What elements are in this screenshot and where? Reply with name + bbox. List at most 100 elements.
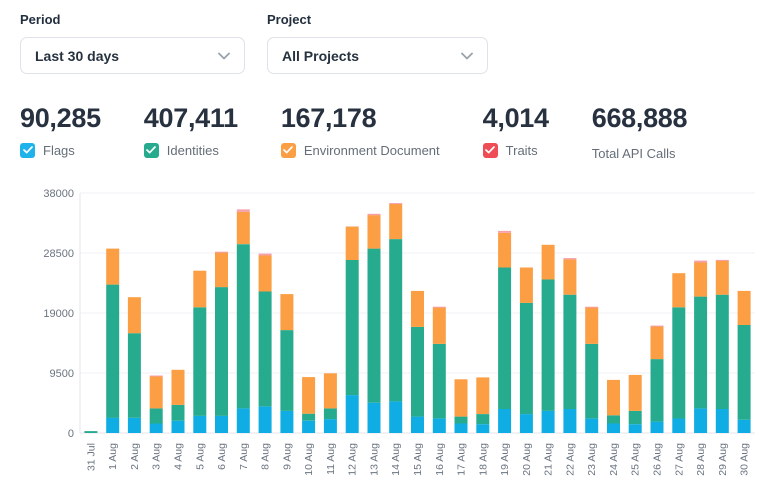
bar-segment-flags[interactable]: [171, 420, 185, 433]
bar-segment-environment-document[interactable]: [454, 379, 468, 417]
bar-segment-flags[interactable]: [106, 417, 120, 433]
flags-checkbox[interactable]: [20, 142, 35, 158]
bar-segment-flags[interactable]: [280, 410, 294, 433]
bar-segment-flags[interactable]: [694, 408, 708, 433]
bar-segment-traits[interactable]: [585, 306, 599, 308]
bar-segment-environment-document[interactable]: [149, 376, 163, 409]
bar-segment-flags[interactable]: [607, 423, 620, 434]
bar-segment-identities[interactable]: [519, 302, 533, 415]
bar-segment-identities[interactable]: [215, 287, 228, 416]
bar-segment-identities[interactable]: [650, 359, 664, 422]
bar-segment-environment-document[interactable]: [127, 297, 141, 334]
bar-segment-identities[interactable]: [345, 259, 359, 396]
bar-segment-traits[interactable]: [236, 209, 250, 212]
bar-segment-environment-document[interactable]: [345, 226, 359, 261]
bar-segment-identities[interactable]: [498, 267, 512, 410]
bar-segment-environment-document[interactable]: [171, 369, 185, 405]
bar-segment-environment-document[interactable]: [215, 252, 228, 288]
bar-segment-identities[interactable]: [389, 239, 403, 402]
bar-segment-environment-document[interactable]: [498, 232, 512, 268]
bar-segment-flags[interactable]: [454, 423, 468, 434]
bar-segment-environment-document[interactable]: [258, 255, 272, 292]
bar-segment-flags[interactable]: [737, 419, 751, 433]
bar-segment-identities[interactable]: [476, 414, 490, 425]
bar-segment-identities[interactable]: [432, 343, 446, 419]
bar-segment-environment-document[interactable]: [432, 307, 446, 344]
bar-segment-traits[interactable]: [367, 213, 381, 216]
bar-segment-flags[interactable]: [236, 408, 250, 433]
project-dropdown[interactable]: All Projects: [267, 37, 488, 74]
bar-segment-flags[interactable]: [258, 406, 272, 434]
bar-segment-flags[interactable]: [563, 409, 577, 433]
bar-segment-identities[interactable]: [694, 296, 708, 409]
bar-segment-flags[interactable]: [367, 402, 381, 433]
bar-segment-traits[interactable]: [432, 306, 446, 308]
bar-segment-flags[interactable]: [432, 418, 446, 434]
bar-segment-identities[interactable]: [737, 325, 751, 420]
bar-segment-flags[interactable]: [628, 424, 642, 433]
bar-segment-flags[interactable]: [149, 423, 163, 434]
bar-segment-identities[interactable]: [715, 294, 729, 409]
bar-segment-flags[interactable]: [411, 416, 424, 433]
bar-segment-flags[interactable]: [650, 421, 664, 433]
bar-segment-flags[interactable]: [345, 395, 359, 433]
bar-segment-identities[interactable]: [84, 431, 98, 433]
bar-segment-environment-document[interactable]: [628, 374, 642, 411]
bar-segment-flags[interactable]: [476, 424, 490, 433]
bar-segment-environment-document[interactable]: [476, 377, 490, 414]
bar-segment-identities[interactable]: [541, 279, 555, 411]
bar-segment-traits[interactable]: [650, 325, 664, 327]
bar-segment-traits[interactable]: [694, 260, 708, 263]
bar-segment-identities[interactable]: [302, 413, 316, 421]
bar-segment-traits[interactable]: [563, 258, 577, 260]
bar-segment-environment-document[interactable]: [672, 273, 686, 308]
bar-segment-environment-document[interactable]: [302, 377, 316, 414]
bar-segment-identities[interactable]: [411, 326, 424, 417]
bar-segment-identities[interactable]: [454, 416, 468, 424]
identities-checkbox[interactable]: [143, 142, 159, 158]
bar-segment-identities[interactable]: [323, 408, 337, 420]
bar-segment-identities[interactable]: [607, 415, 620, 424]
bar-segment-environment-document[interactable]: [367, 215, 381, 249]
bar-segment-flags[interactable]: [193, 415, 207, 433]
environment-document-checkbox[interactable]: [280, 142, 296, 158]
bar-segment-environment-document[interactable]: [193, 270, 207, 308]
bar-segment-identities[interactable]: [127, 333, 141, 418]
bar-segment-identities[interactable]: [280, 330, 294, 411]
bar-segment-environment-document[interactable]: [737, 290, 751, 325]
bar-segment-identities[interactable]: [628, 410, 642, 425]
bar-segment-environment-document[interactable]: [323, 373, 337, 409]
bar-segment-flags[interactable]: [302, 420, 316, 433]
bar-segment-identities[interactable]: [171, 404, 185, 421]
bar-segment-flags[interactable]: [498, 409, 512, 433]
bar-segment-environment-document[interactable]: [106, 248, 120, 285]
bar-segment-environment-document[interactable]: [280, 294, 294, 331]
bar-segment-flags[interactable]: [323, 419, 337, 433]
bar-segment-environment-document[interactable]: [585, 307, 599, 344]
bar-segment-environment-document[interactable]: [563, 259, 577, 295]
traits-checkbox[interactable]: [482, 142, 498, 158]
bar-segment-identities[interactable]: [193, 307, 207, 416]
bar-segment-environment-document[interactable]: [607, 379, 620, 416]
bar-segment-identities[interactable]: [258, 291, 272, 407]
bar-segment-identities[interactable]: [149, 408, 163, 424]
bar-segment-identities[interactable]: [672, 307, 686, 419]
bar-segment-traits[interactable]: [389, 203, 403, 205]
bar-segment-flags[interactable]: [519, 414, 533, 433]
bar-segment-environment-document[interactable]: [236, 211, 250, 245]
bar-segment-flags[interactable]: [127, 417, 141, 433]
period-dropdown[interactable]: Last 30 days: [20, 37, 245, 74]
bar-segment-environment-document[interactable]: [519, 267, 533, 303]
bar-segment-environment-document[interactable]: [650, 326, 664, 360]
bar-segment-traits[interactable]: [149, 375, 163, 377]
bar-segment-traits[interactable]: [715, 259, 729, 261]
bar-segment-flags[interactable]: [585, 418, 599, 434]
bar-segment-environment-document[interactable]: [715, 260, 729, 295]
bar-segment-flags[interactable]: [215, 415, 228, 433]
bar-segment-identities[interactable]: [236, 244, 250, 409]
bar-segment-flags[interactable]: [715, 409, 729, 433]
bar-segment-identities[interactable]: [367, 248, 381, 403]
bar-segment-identities[interactable]: [563, 294, 577, 409]
bar-segment-environment-document[interactable]: [411, 290, 424, 327]
bar-segment-traits[interactable]: [258, 253, 272, 256]
